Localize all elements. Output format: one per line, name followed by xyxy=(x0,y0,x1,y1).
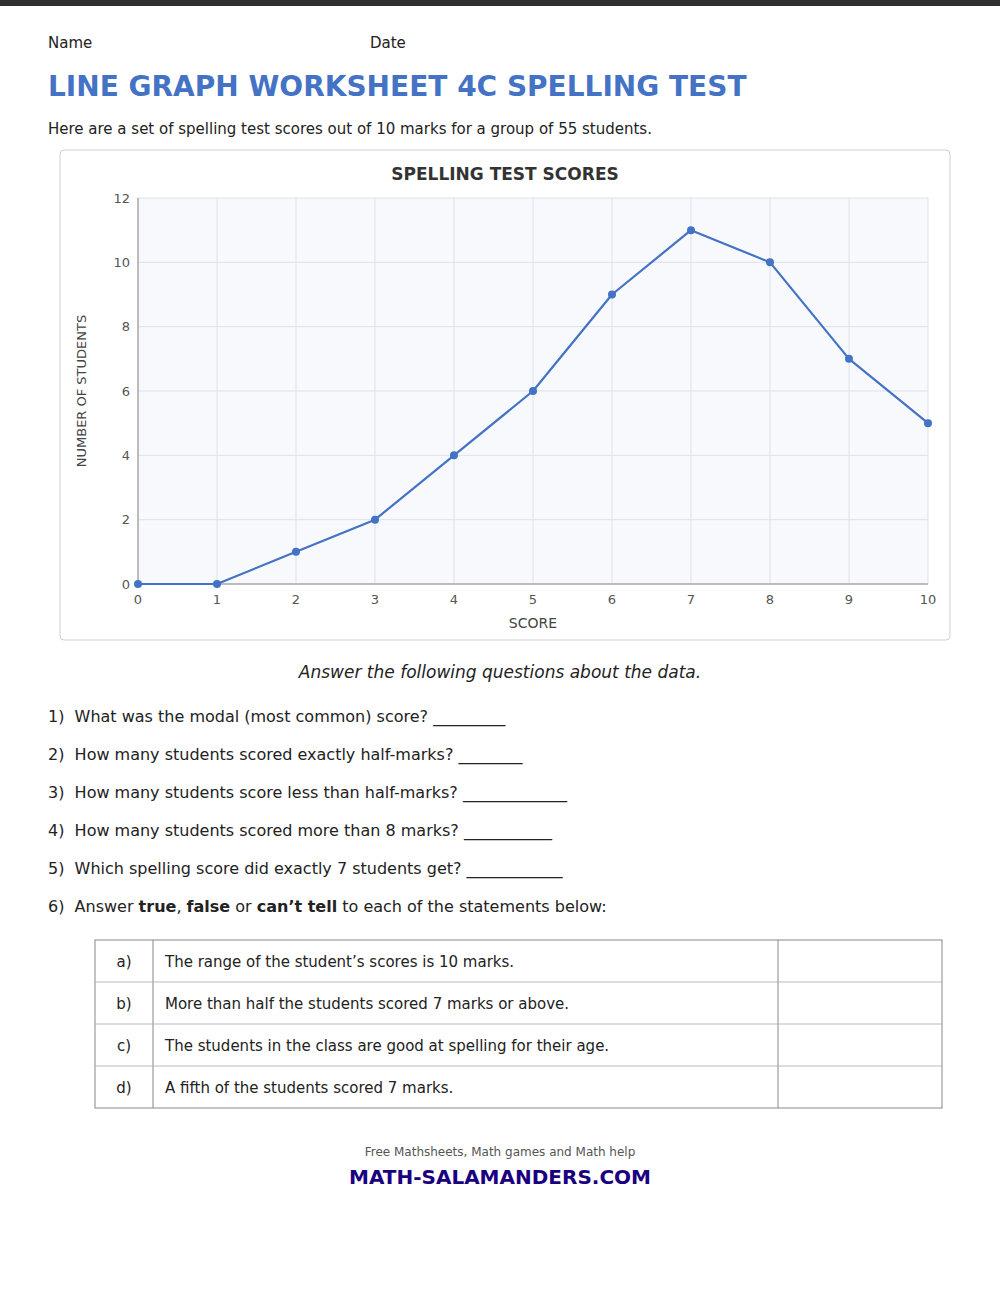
x-tick-label: 3 xyxy=(371,592,379,607)
x-tick-label: 5 xyxy=(529,592,537,607)
y-grid-line xyxy=(138,455,928,456)
data-point xyxy=(134,580,142,588)
data-point xyxy=(845,355,853,363)
table-row-line xyxy=(95,982,942,983)
y-tick-label: 4 xyxy=(122,448,130,463)
y-axis xyxy=(138,198,139,584)
x-grid-line xyxy=(138,198,139,584)
statement-prompt: 6) Answer true, false or can’t tell to e… xyxy=(48,897,607,916)
statement-text: More than half the students scored 7 mar… xyxy=(165,995,569,1013)
y-tick-label: 8 xyxy=(122,319,130,334)
statement-letter: c) xyxy=(117,1037,131,1055)
background xyxy=(0,0,1000,1294)
x-tick-label: 4 xyxy=(450,592,458,607)
prompt-part: 6) Answer xyxy=(48,897,139,916)
grid xyxy=(138,198,928,584)
statement-letter: a) xyxy=(116,953,131,971)
prompt-part: true xyxy=(139,897,177,916)
x-tick-label: 9 xyxy=(845,592,853,607)
y-tick-label: 2 xyxy=(122,512,130,527)
prompt-part: can’t tell xyxy=(257,897,337,916)
statement-letter: d) xyxy=(116,1079,131,1097)
statement-text: The range of the student’s scores is 10 … xyxy=(164,953,514,971)
top-bar xyxy=(0,0,1000,6)
y-grid-line xyxy=(138,519,928,520)
statement-letter: b) xyxy=(116,995,131,1013)
prompt-part: , xyxy=(176,897,186,916)
data-point xyxy=(529,387,537,395)
instruction: Answer the following questions about the… xyxy=(298,662,701,682)
y-tick-label: 0 xyxy=(122,577,130,592)
data-point xyxy=(608,291,616,299)
x-axis xyxy=(138,584,928,585)
x-tick-label: 7 xyxy=(687,592,695,607)
data-point xyxy=(687,226,695,234)
x-tick-label: 1 xyxy=(213,592,221,607)
subtitle: Here are a set of spelling test scores o… xyxy=(48,120,652,138)
x-tick-label: 6 xyxy=(608,592,616,607)
y-tick-label: 10 xyxy=(113,255,130,270)
data-point xyxy=(292,548,300,556)
data-point xyxy=(213,580,221,588)
data-point xyxy=(924,419,932,427)
page: Name Date LINE GRAPH WORKSHEET 4C SPELLING… xyxy=(0,0,1000,1294)
y-grid-line xyxy=(138,326,928,327)
statement-table: a) The range of the student’s scores is 1… xyxy=(95,940,942,1108)
question: 2) How many students scored exactly half… xyxy=(48,745,523,765)
y-grid-line xyxy=(138,198,928,199)
question: 1) What was the modal (most common) scor… xyxy=(48,707,506,727)
table-row-line xyxy=(95,1066,942,1067)
graph-frame xyxy=(60,150,950,640)
x-tick-label: 10 xyxy=(920,592,937,607)
x-tick-label: 2 xyxy=(292,592,300,607)
table-row-line xyxy=(95,1024,942,1025)
prompt-part: to each of the statements below: xyxy=(337,897,606,916)
question: 5) Which spelling score did exactly 7 st… xyxy=(48,859,564,879)
y-tick-label: 6 xyxy=(122,384,130,399)
x-tick-label: 8 xyxy=(766,592,774,607)
prompt-part: or xyxy=(230,897,257,916)
data-point xyxy=(371,516,379,524)
y-grid-line xyxy=(138,262,928,263)
table-frame xyxy=(95,940,942,1108)
date-label: Date xyxy=(370,34,406,52)
worksheet-title: LINE GRAPH WORKSHEET 4C SPELLING TEST xyxy=(48,70,746,103)
question: 3) How many students score less than hal… xyxy=(48,783,568,803)
y-grid-line xyxy=(138,584,928,585)
data-line xyxy=(138,230,928,584)
y-tick-label: 12 xyxy=(113,191,130,206)
prompt-part: false xyxy=(187,897,231,916)
data-layer xyxy=(134,226,932,588)
x-tick-label: 0 xyxy=(134,592,142,607)
data-point xyxy=(766,258,774,266)
statement-text: A fifth of the students scored 7 marks. xyxy=(165,1079,453,1097)
x-axis-label: SCORE xyxy=(509,615,557,631)
footer-url: MATH-SALAMANDERS.COM xyxy=(349,1165,651,1189)
name-label: Name xyxy=(48,34,92,52)
chart-title: SPELLING TEST SCORES xyxy=(391,164,619,184)
data-point xyxy=(450,451,458,459)
y-axis-label: NUMBER OF STUDENTS xyxy=(74,315,89,467)
plot-area xyxy=(138,198,928,584)
footer-text: Free Mathsheets, Math games and Math hel… xyxy=(365,1145,636,1159)
statement-text: The students in the class are good at sp… xyxy=(164,1037,609,1055)
question: 4) How many students scored more than 8 … xyxy=(48,821,553,841)
worksheet: Name Date LINE GRAPH WORKSHEET 4C SPELLING… xyxy=(0,0,1000,1294)
